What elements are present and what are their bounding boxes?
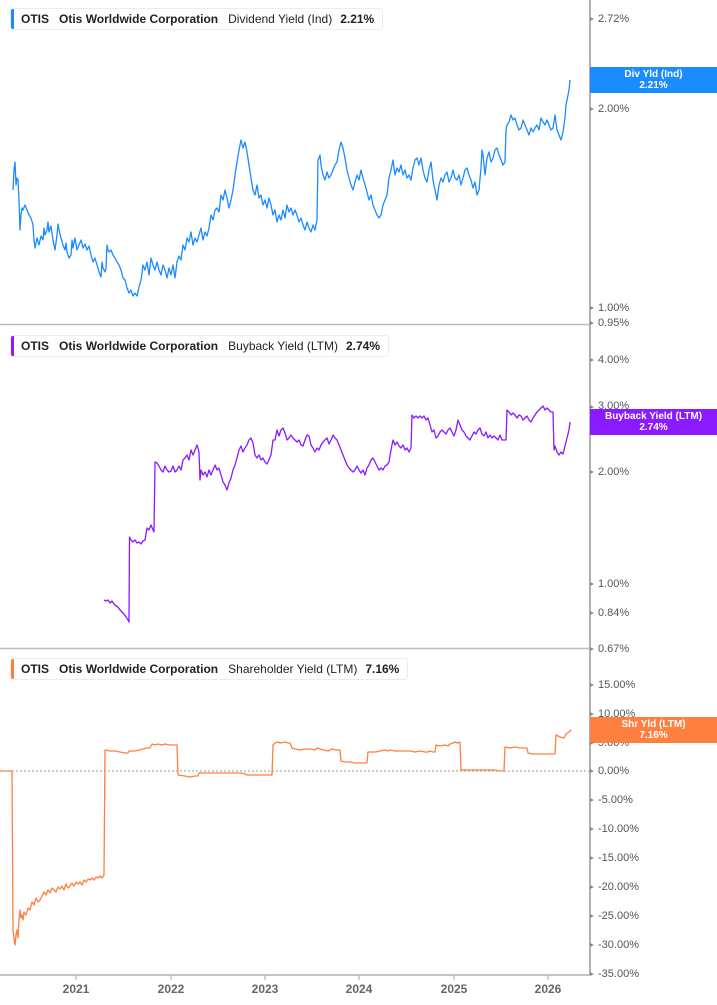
buyback-yield-panel: OTIS Otis Worldwide Corporation Buyback … xyxy=(0,325,590,648)
y-tick-label: 2.72% xyxy=(598,13,630,25)
x-tick-label: 2026 xyxy=(534,982,562,996)
y-axis-tick-markers xyxy=(590,17,594,976)
y-tick-label: 15.00% xyxy=(598,679,636,691)
x-tick-label: 2024 xyxy=(345,982,373,996)
shareholder-yield-legend[interactable]: OTIS Otis Worldwide Corporation Sharehol… xyxy=(10,658,409,680)
tag-value: 2.21% xyxy=(639,80,668,91)
y-tick-label: 4.00% xyxy=(598,354,630,366)
ticker: OTIS xyxy=(21,662,50,676)
y-tick-label: 0.67% xyxy=(598,643,630,655)
legend-color-bar xyxy=(11,336,14,356)
x-tick-label: 2021 xyxy=(62,982,90,996)
tag-label: Shr Yld (LTM) xyxy=(621,719,686,730)
metric-value: 2.74% xyxy=(345,339,380,353)
dividend-yield-value-tag: Div Yld (Ind) 2.21% xyxy=(590,67,717,93)
y-tick-label: 0.84% xyxy=(598,607,630,619)
x-tick-label: 2023 xyxy=(251,982,279,996)
y-tick-label: 2.00% xyxy=(598,466,630,478)
tag-value: 7.16% xyxy=(639,730,668,741)
y-tick-label: -10.00% xyxy=(598,823,639,835)
legend-color-bar xyxy=(11,659,14,679)
legend-color-bar xyxy=(11,9,14,29)
y-tick-label: -5.00% xyxy=(598,794,633,806)
x-axis-ticks xyxy=(75,975,549,980)
y-tick-label: -25.00% xyxy=(598,910,639,922)
y-tick-label: -15.00% xyxy=(598,852,639,864)
metric-name: Shareholder Yield (LTM) xyxy=(228,662,358,676)
y-tick-label: -35.00% xyxy=(598,968,639,980)
ticker: OTIS xyxy=(21,12,50,26)
tag-label: Buyback Yield (LTM) xyxy=(604,411,703,422)
tag-label: Div Yld (Ind) xyxy=(624,69,683,80)
x-tick-label: 2025 xyxy=(440,982,468,996)
company-name: Otis Worldwide Corporation xyxy=(59,12,219,26)
x-tick-label: 2022 xyxy=(157,982,185,996)
y-tick-label: -30.00% xyxy=(598,939,639,951)
dividend-yield-legend[interactable]: OTIS Otis Worldwide Corporation Dividend… xyxy=(10,8,384,30)
buyback-yield-value-tag: Buyback Yield (LTM) 2.74% xyxy=(590,409,717,435)
y-tick-label: 0.00% xyxy=(598,765,630,777)
metric-name: Buyback Yield (LTM) xyxy=(228,339,338,353)
y-tick-label: -20.00% xyxy=(598,881,639,893)
ticker: OTIS xyxy=(21,339,50,353)
y-tick-label: 2.00% xyxy=(598,103,630,115)
company-name: Otis Worldwide Corporation xyxy=(59,339,219,353)
company-name: Otis Worldwide Corporation xyxy=(59,662,219,676)
dividend-yield-panel: OTIS Otis Worldwide Corporation Dividend… xyxy=(0,0,590,325)
y-tick-label: 0.95% xyxy=(598,317,630,329)
shareholder-yield-panel: OTIS Otis Worldwide Corporation Sharehol… xyxy=(0,648,590,974)
tag-value: 2.74% xyxy=(639,422,668,433)
buyback-yield-legend[interactable]: OTIS Otis Worldwide Corporation Buyback … xyxy=(10,335,389,357)
metric-name: Dividend Yield (Ind) xyxy=(228,12,333,26)
y-tick-label: 1.00% xyxy=(598,302,630,314)
y-tick-label: 1.00% xyxy=(598,578,630,590)
metric-value: 2.21% xyxy=(340,12,375,26)
metric-value: 7.16% xyxy=(365,662,400,676)
shareholder-yield-value-tag: Shr Yld (LTM) 7.16% xyxy=(590,717,717,743)
